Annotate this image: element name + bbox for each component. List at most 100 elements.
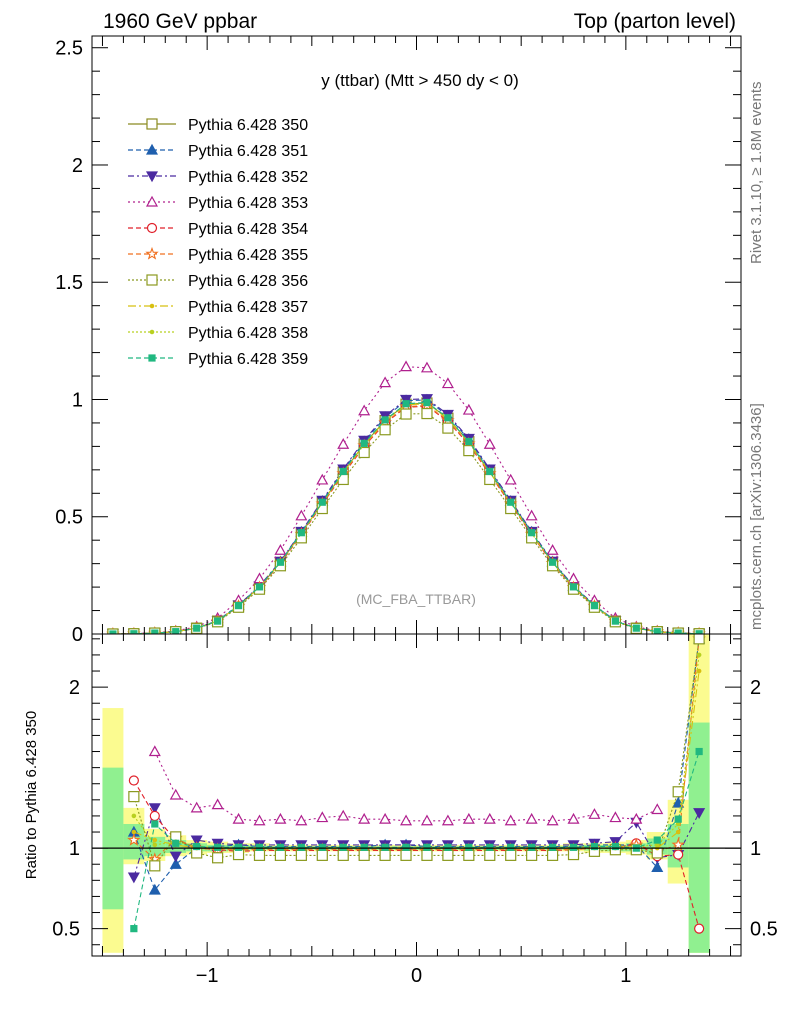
x-tick-label: 0 (411, 965, 422, 987)
ratio-point (693, 808, 706, 819)
legend-marker (146, 274, 158, 286)
data-point (590, 602, 599, 610)
ratio-point (483, 812, 496, 824)
legend-label: Pythia 6.428 358 (188, 325, 308, 342)
y-tick-label: 2.5 (55, 38, 83, 60)
legend-label: Pythia 6.428 351 (188, 143, 308, 160)
data-point (316, 473, 329, 485)
legend-label: Pythia 6.428 350 (188, 117, 308, 134)
ratio-line (133, 638, 700, 868)
energy-label: 1960 GeV ppbar (103, 10, 257, 33)
ratio-point (131, 829, 137, 835)
ratio-y-tick-label-right: 2 (750, 677, 761, 699)
ratio-point (148, 745, 161, 757)
ratio-point (151, 820, 159, 828)
ratio-point (148, 883, 161, 895)
ratio-point (651, 803, 664, 815)
data-point (360, 439, 368, 447)
ratio-y-tick-label-right: 0.5 (750, 919, 778, 941)
y-tick-label: 0.5 (55, 507, 83, 529)
ratio-point (214, 843, 222, 851)
data-point (402, 400, 410, 408)
uncertainty-band-green (688, 722, 710, 953)
ratio-point (609, 811, 622, 823)
data-point (611, 617, 619, 625)
main-plot: 0 0.5 1 1.5 2 2.5 y (ttbar) (Mtt > 450 dy < 0… (55, 35, 742, 646)
ratio-point (528, 843, 536, 851)
ratio-point (131, 813, 137, 819)
data-point (525, 509, 538, 521)
ratio-point (128, 791, 140, 803)
ratio-point (295, 814, 308, 826)
legend-entry-9: Pythia 6.428 358 (128, 325, 308, 342)
ratio-series-7 (131, 668, 702, 851)
ratio-point (567, 812, 580, 824)
ratio-point (653, 836, 661, 844)
ratio-point (358, 812, 371, 824)
data-point (548, 558, 557, 566)
legend-marker (146, 118, 158, 130)
legend-entry-10: Pythia 6.428 359 (128, 351, 308, 368)
ratio-point (525, 812, 538, 824)
data-point (358, 446, 370, 459)
data-point (463, 445, 475, 457)
data-point (400, 360, 413, 372)
ratio-point (402, 843, 410, 851)
data-point (214, 617, 222, 625)
ratio-point (590, 842, 599, 851)
data-point (339, 467, 347, 476)
ratio-point (253, 814, 266, 826)
data-point (423, 398, 431, 407)
ratio-line (133, 751, 700, 929)
legend-entry-3: Pythia 6.428 352 (128, 169, 308, 186)
ratio-point (504, 814, 517, 826)
legend-label: Pythia 6.428 352 (188, 169, 308, 186)
data-point (462, 403, 475, 415)
ratio-point (507, 843, 515, 851)
ratio-point (400, 849, 412, 861)
ratio-point (526, 849, 538, 861)
y-tick-label: 1 (72, 389, 83, 411)
ratio-point (274, 812, 287, 824)
ratio-point (630, 812, 643, 824)
ratio-point (148, 803, 161, 815)
ratio-point (588, 808, 601, 819)
series-10 (109, 398, 703, 634)
legend-label: Pythia 6.428 359 (188, 351, 308, 368)
ratio-point (442, 849, 454, 861)
data-point (318, 498, 326, 506)
ratio-point (360, 843, 368, 851)
ratio-point (423, 843, 431, 851)
ratio-point (274, 849, 287, 861)
ratio-point (696, 652, 702, 658)
ratio-point (339, 843, 347, 851)
ratio-point (484, 849, 496, 861)
ratio-point (152, 842, 158, 848)
ratio-point (149, 810, 160, 822)
ratio-point (152, 837, 158, 843)
ratio-point (211, 798, 224, 810)
ratio-point (420, 814, 433, 826)
data-point (381, 416, 389, 424)
ratio-point (465, 843, 473, 851)
data-point (379, 424, 391, 436)
ratio-point (169, 788, 182, 800)
ratio-point (316, 849, 328, 861)
ratio-point (169, 857, 182, 869)
ratio-point (693, 634, 705, 645)
ratio-point (172, 839, 180, 847)
data-point (400, 408, 412, 420)
ratio-point (441, 814, 454, 826)
legend-label: Pythia 6.428 355 (188, 247, 308, 264)
legend-marker (149, 303, 155, 309)
ratio-y-tick-label: 0.5 (52, 919, 80, 941)
ratio-point (190, 801, 203, 813)
ratio-point (611, 842, 619, 851)
uncertainty-band-green (102, 767, 124, 910)
legend-label: Pythia 6.428 357 (188, 299, 308, 316)
data-point (483, 438, 496, 449)
process-label: Top (parton level) (574, 10, 736, 33)
ratio-point (169, 851, 182, 863)
ratio-point (546, 814, 559, 826)
legend-entry-6: Pythia 6.428 355 (128, 246, 308, 264)
